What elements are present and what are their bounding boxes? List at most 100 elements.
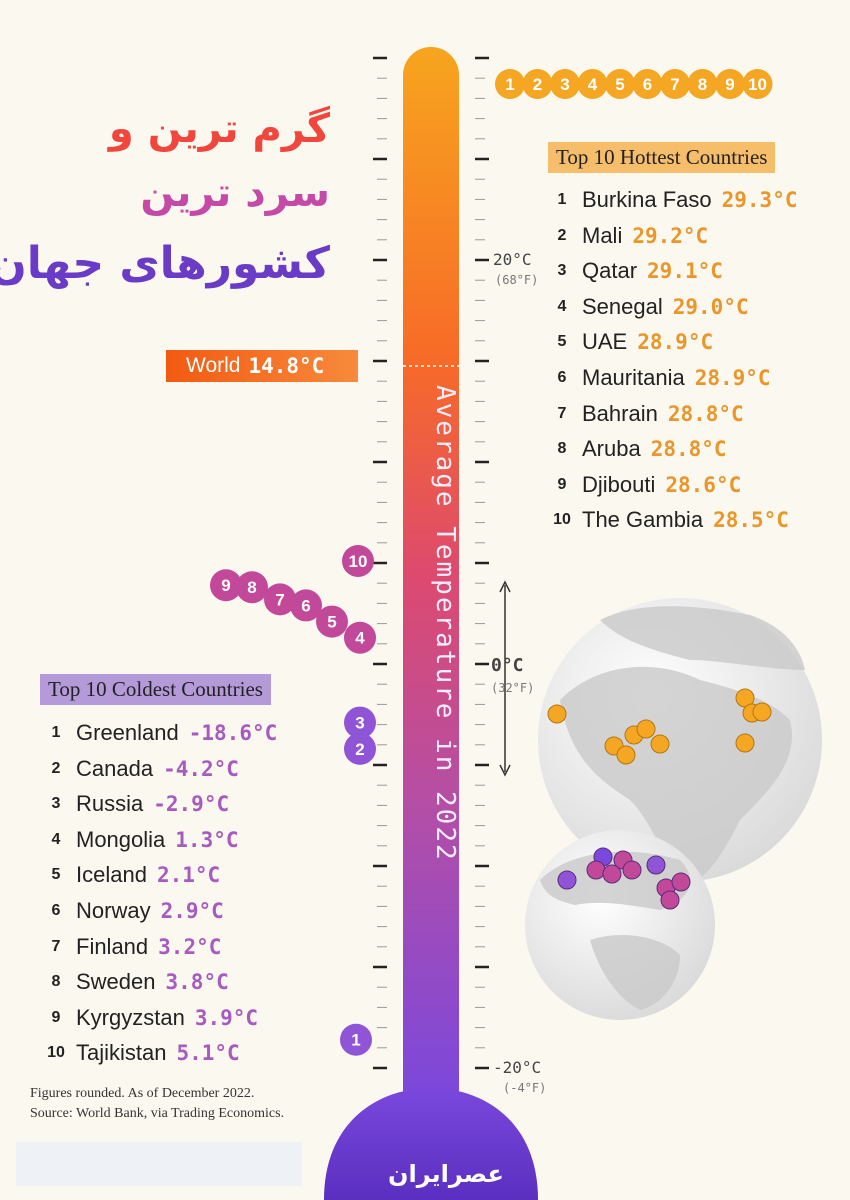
hottest-row: 4 Senegal 29.0°C [550, 290, 749, 324]
hot-country-pin [752, 702, 772, 722]
cold-marker-circle [344, 621, 376, 654]
hot-rank-marker: 5 [605, 69, 635, 99]
hottest-rank: 1 [557, 191, 567, 208]
cold-marker-circle [316, 605, 348, 638]
hottest-rank: 8 [557, 440, 567, 458]
coldest-country: Greenland [76, 720, 179, 745]
hottest-temp: 29.0°C [672, 294, 749, 319]
hot-rank-marker: 9 [715, 69, 745, 99]
coldest-row: 9 Kyrgyzstan 3.9°C [44, 1001, 259, 1035]
hot-rank-marker: 3 [550, 69, 580, 99]
coldest-temp: 2.1°C [156, 863, 221, 888]
hot-rank-marker: 1 [495, 69, 525, 99]
coldest-country: Mongolia [76, 826, 166, 852]
hot-marker-label: 6 [643, 75, 652, 94]
country-locations [547, 688, 772, 910]
cold-marker-label: 8 [247, 578, 256, 597]
hottest-rank: 5 [557, 333, 567, 351]
coldest-rank: 3 [51, 795, 61, 813]
hot-marker-circle [550, 69, 580, 99]
cold-marker-label: 2 [355, 740, 364, 759]
cold-rank-marker: 3 [344, 706, 376, 739]
cold-country-pin [646, 855, 666, 875]
coldest-temp: -2.9°C [153, 792, 230, 817]
hot-marker-circle [605, 69, 635, 99]
hot-country-pin [636, 719, 656, 739]
hottest-row: 1 Burkina Faso 29.3°C [550, 183, 798, 217]
world-label: World [186, 354, 241, 377]
coldest-row: 3 Russia -2.9°C [44, 787, 230, 821]
hot-marker-circle [660, 69, 690, 99]
hottest-row: 9 Djibouti 28.6°C [550, 468, 742, 502]
tick-label-0c: 0°C [491, 655, 524, 676]
cold-marker-circle [342, 544, 374, 577]
hottest-temp: 29.1°C [647, 259, 723, 284]
temperature-scale [373, 56, 489, 1070]
footnote-line-1: Figures rounded. As of December 2022. [30, 1086, 255, 1101]
hottest-row: 5 UAE 28.9°C [550, 325, 714, 359]
coldest-temp: 5.1°C [176, 1041, 240, 1066]
coldest-rank: 6 [51, 902, 61, 919]
coldest-rank: 1 [51, 724, 61, 741]
hottest-country: Qatar [582, 258, 638, 284]
coldest-country: Kyrgyzstan [76, 1004, 185, 1030]
coldest-country: Sweden [76, 969, 156, 995]
world-average-label: World 14.8°C [166, 350, 358, 382]
hottest-rank: 9 [557, 475, 567, 493]
cold-marker-label: 10 [349, 552, 368, 571]
cold-country-pin [602, 864, 622, 884]
hottest-row: 2 Mali 29.2°C [550, 219, 709, 253]
axis-caption: Average Temperature in 2022 [430, 385, 460, 862]
cold-country-pin [586, 860, 606, 880]
hot-marker-circle [742, 69, 773, 99]
hottest-row: 6 Mauritania 28.9°C [550, 361, 771, 395]
hottest-temp: 28.8°C [650, 437, 727, 462]
coldest-country: Iceland [76, 862, 147, 888]
tick-label-20c: 20°C [493, 250, 532, 269]
cold-rank-marker: 2 [344, 732, 376, 765]
hottest-row: 3 Qatar 29.1°C [550, 254, 723, 288]
world-value: 14.8°C [248, 354, 325, 378]
range-arrow [499, 580, 511, 777]
tick-sub-minus4f: (-4°F) [503, 1081, 547, 1095]
cold-marker-circle [290, 589, 322, 622]
coldest-rank: 8 [51, 973, 61, 991]
coldest-temp: 3.8°C [165, 970, 229, 995]
cold-marker-circle [340, 1023, 372, 1056]
coldest-temp: -18.6°C [188, 721, 278, 745]
hot-marker-circle [687, 69, 718, 99]
cold-country-pin [557, 870, 577, 890]
cold-rank-marker: 6 [290, 589, 322, 622]
hottest-temp: 28.6°C [665, 472, 742, 497]
coldest-country: Finland [76, 933, 149, 959]
hottest-rank: 4 [557, 297, 567, 315]
hot-marker-label: 8 [698, 75, 707, 94]
hot-marker-label: 9 [725, 75, 734, 94]
coldest-row: 4 Mongolia 1.3°C [44, 823, 239, 857]
hot-rank-marker: 10 [742, 69, 773, 99]
title-line-3: کشورهای جهان [0, 238, 330, 289]
coldest-row: 2 Canada -4.2°C [44, 752, 239, 786]
cold-marker-label: 4 [355, 629, 365, 648]
hot-country-pin [650, 734, 670, 754]
africa-globe [538, 598, 822, 882]
hot-rank-marker: 7 [660, 69, 690, 99]
hot-marker-label: 5 [615, 75, 624, 94]
cold-marker-circle [210, 569, 242, 602]
hottest-header: Top 10 Hottest Countries [548, 142, 776, 173]
blank-panel [16, 1142, 302, 1186]
coldest-row: 5 Iceland 2.1°C [44, 858, 221, 892]
title-line-1: گرم ترین و [108, 106, 330, 152]
cold-rank-marker: 8 [236, 571, 268, 604]
cold-marker-circle [344, 706, 376, 739]
hot-marker-circle [522, 69, 553, 99]
cold-marker-label: 7 [275, 590, 284, 609]
coldest-rank: 4 [51, 830, 61, 848]
footnote-line-2: Source: World Bank, via Trading Economic… [30, 1106, 285, 1121]
hot-marker-circle [632, 69, 663, 99]
hottest-country: UAE [582, 329, 628, 355]
coldest-row: 1 Greenland -18.6°C [44, 716, 278, 750]
coldest-temp: 3.9°C [194, 1005, 259, 1030]
